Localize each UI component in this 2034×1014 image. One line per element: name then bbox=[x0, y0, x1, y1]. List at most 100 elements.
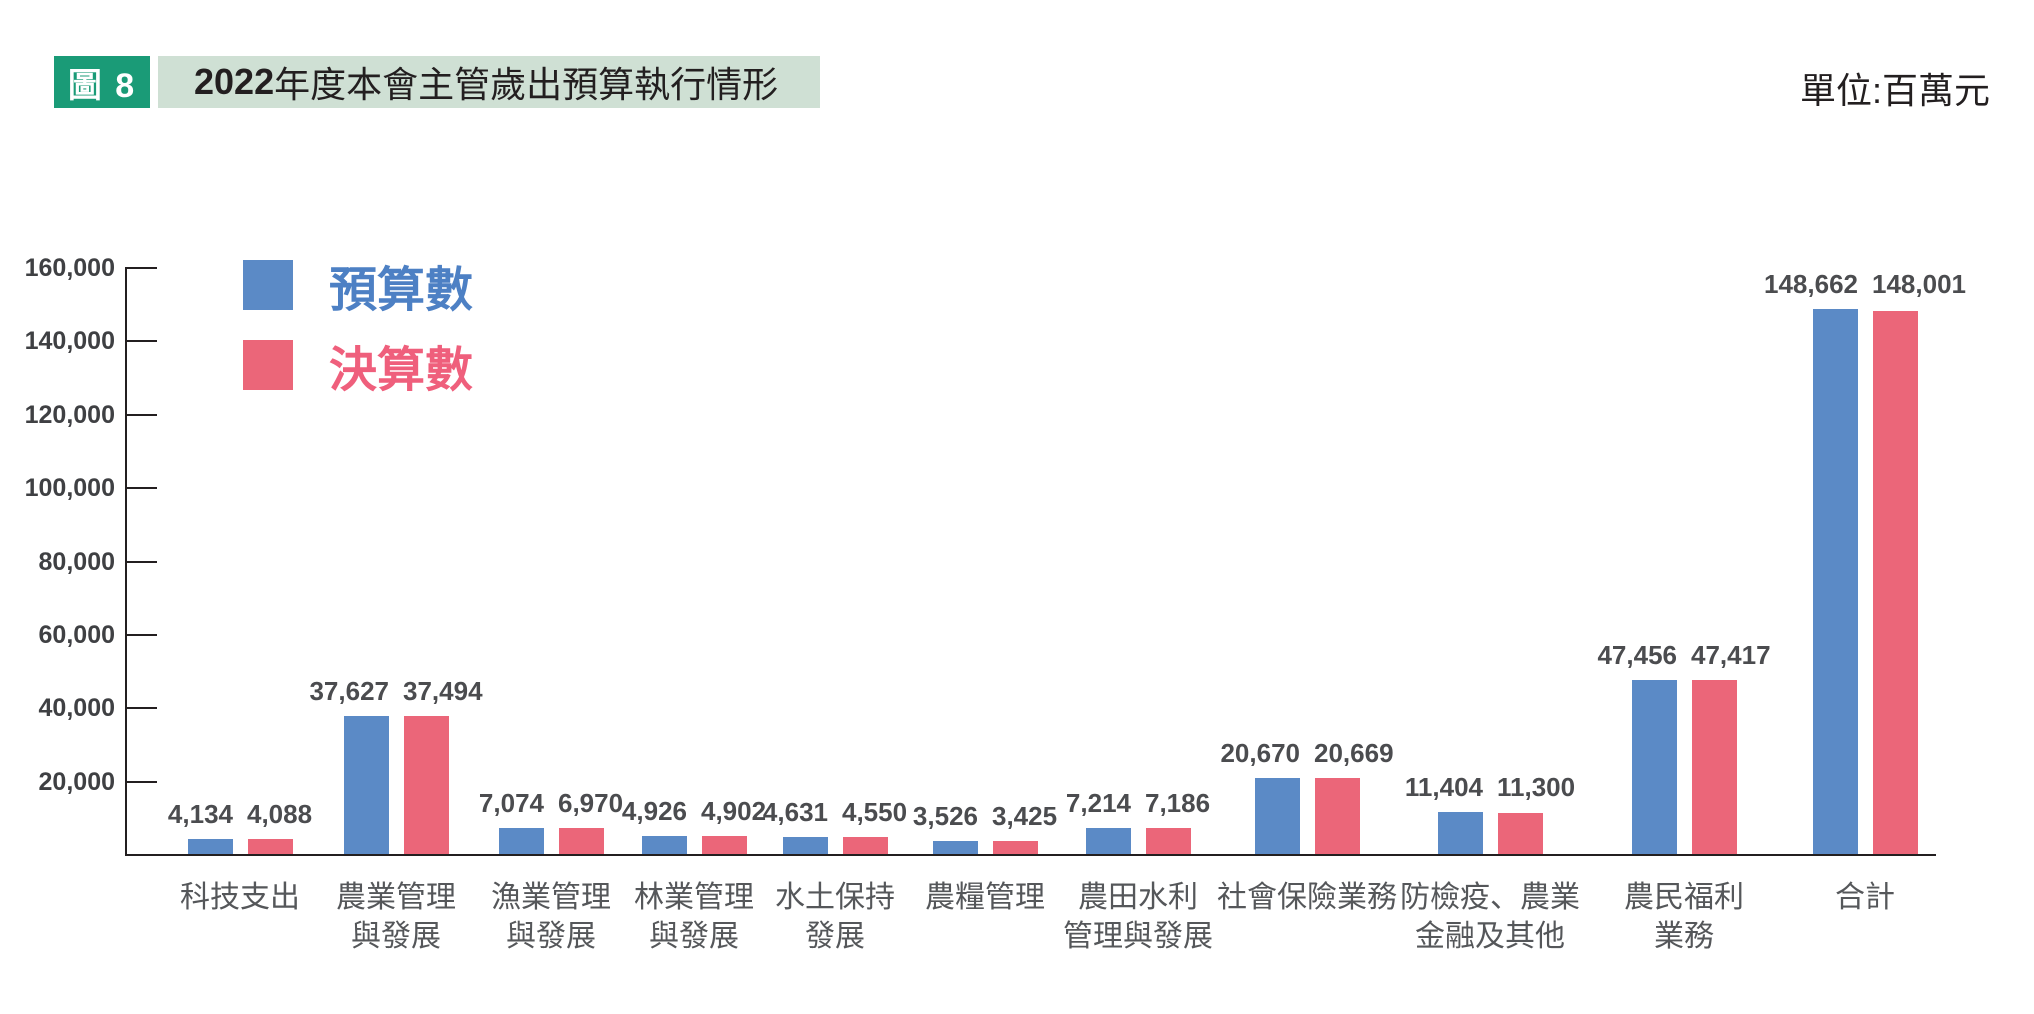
category-label-line: 林業管理 bbox=[634, 881, 754, 914]
budget-bar bbox=[782, 837, 828, 854]
category-label-line: 管理與發展 bbox=[1063, 920, 1213, 953]
final-bar bbox=[1691, 680, 1737, 854]
value-label-pair: 4,134 4,088 bbox=[168, 799, 312, 830]
final-bar bbox=[1145, 827, 1191, 854]
budget-bar bbox=[1254, 778, 1300, 854]
unit-label: 單位:百萬元 bbox=[1799, 70, 1990, 111]
figure-badge-label: 圖 8 bbox=[67, 66, 137, 105]
budget-color-swatch bbox=[243, 260, 293, 310]
y-tick-label: 80,000 bbox=[38, 547, 115, 576]
final-value-label: 4,550 bbox=[842, 797, 908, 827]
value-label-pair: 37,627 37,494 bbox=[309, 676, 482, 707]
final-value-label: 37,494 bbox=[403, 675, 483, 706]
final-value-label: 4,088 bbox=[247, 798, 313, 829]
budget-bar bbox=[343, 715, 389, 854]
final-bar bbox=[558, 828, 604, 854]
final-value-label: 20,669 bbox=[1314, 738, 1394, 769]
category-label: 社會保險業務 bbox=[1217, 878, 1397, 917]
budget-bar bbox=[1812, 308, 1858, 854]
category-label-line: 防檢疫、農業 bbox=[1400, 881, 1580, 914]
final-value-label: 6,970 bbox=[558, 788, 624, 819]
category-label: 農業管理 與發展 bbox=[336, 878, 456, 956]
final-value-label: 148,001 bbox=[1872, 268, 1966, 299]
figure-number-badge: 圖 8 bbox=[54, 56, 150, 108]
final-bar bbox=[403, 716, 449, 854]
category-label: 農田水利 管理與發展 bbox=[1063, 878, 1213, 956]
y-tick-label: 140,000 bbox=[24, 327, 115, 356]
legend-item-final: 決算數 bbox=[243, 338, 473, 397]
budget-bar bbox=[187, 838, 233, 854]
title-text: 年度本會主管歲出預算執行情形 bbox=[274, 64, 779, 105]
budget-value-label: 4,631 bbox=[762, 797, 828, 827]
budget-value-label: 4,134 bbox=[167, 798, 233, 829]
final-bar bbox=[842, 837, 888, 854]
budget-value-label: 3,526 bbox=[912, 801, 978, 832]
value-label-pair: 20,670 20,669 bbox=[1220, 738, 1393, 769]
final-bar bbox=[992, 841, 1038, 854]
category-label-line: 與發展 bbox=[351, 920, 441, 953]
category-label: 農民福利 業務 bbox=[1624, 878, 1744, 956]
y-tick bbox=[125, 560, 157, 563]
budget-bar bbox=[932, 841, 978, 854]
category-label: 合計 bbox=[1835, 878, 1895, 917]
category-label-line: 農田水利 bbox=[1078, 881, 1198, 914]
final-color-swatch bbox=[243, 340, 293, 390]
budget-bar bbox=[1085, 827, 1131, 854]
category-label-line: 農民福利 bbox=[1624, 881, 1744, 914]
value-label-pair: 4,926 4,902 bbox=[622, 796, 766, 827]
y-tick bbox=[125, 487, 157, 490]
category-label: 科技支出 bbox=[180, 878, 300, 917]
final-bar bbox=[1497, 812, 1543, 854]
value-label-pair: 4,631 4,550 bbox=[763, 797, 907, 828]
budget-value-label: 148,662 bbox=[1764, 268, 1858, 299]
y-tick bbox=[125, 633, 157, 636]
category-label-line: 科技支出 bbox=[180, 881, 300, 914]
budget-value-label: 7,214 bbox=[1065, 787, 1131, 818]
budget-value-label: 7,074 bbox=[478, 788, 544, 819]
budget-bar bbox=[1631, 679, 1677, 854]
legend-final-label: 決算數 bbox=[329, 344, 474, 397]
y-tick-label: 40,000 bbox=[38, 694, 115, 723]
category-label-line: 社會保險業務 bbox=[1217, 881, 1397, 914]
category-label-line: 與發展 bbox=[506, 920, 596, 953]
y-tick bbox=[125, 707, 157, 710]
y-tick bbox=[125, 780, 157, 783]
final-bar bbox=[247, 839, 293, 854]
category-label-line: 水土保持 bbox=[775, 881, 895, 914]
value-label-pair: 7,074 6,970 bbox=[479, 788, 623, 819]
category-label-line: 農糧管理 bbox=[925, 881, 1045, 914]
category-label-line: 與發展 bbox=[649, 920, 739, 953]
final-bar bbox=[1872, 311, 1918, 854]
budget-bar bbox=[498, 828, 544, 854]
final-value-label: 47,417 bbox=[1691, 639, 1771, 670]
final-value-label: 3,425 bbox=[992, 801, 1058, 832]
y-tick-label: 20,000 bbox=[38, 767, 115, 796]
category-label-line: 業務 bbox=[1654, 920, 1714, 953]
legend-item-budget: 預算數 bbox=[243, 258, 473, 317]
category-label: 防檢疫、農業 金融及其他 bbox=[1400, 878, 1580, 956]
category-label-line: 金融及其他 bbox=[1415, 920, 1565, 953]
y-tick bbox=[125, 413, 157, 416]
budget-value-label: 20,670 bbox=[1220, 738, 1300, 769]
chart-legend: 預算數 決算數 bbox=[243, 258, 473, 418]
category-label: 水土保持 發展 bbox=[775, 878, 895, 956]
category-label-line: 漁業管理 bbox=[491, 881, 611, 914]
value-label-pair: 47,456 47,417 bbox=[1597, 640, 1770, 671]
budget-bar bbox=[641, 835, 687, 854]
category-label: 林業管理 與發展 bbox=[634, 878, 754, 956]
budget-value-label: 4,926 bbox=[621, 795, 687, 826]
value-label-pair: 3,526 3,425 bbox=[913, 801, 1057, 832]
category-label-line: 農業管理 bbox=[336, 881, 456, 914]
y-tick-label: 160,000 bbox=[24, 254, 115, 282]
final-value-label: 11,300 bbox=[1497, 772, 1576, 803]
final-value-label: 4,902 bbox=[701, 795, 767, 826]
legend-budget-label: 預算數 bbox=[329, 264, 474, 317]
value-label-pair: 11,404 11,300 bbox=[1405, 772, 1575, 803]
category-label: 農糧管理 bbox=[925, 878, 1045, 917]
category-label-line: 發展 bbox=[805, 920, 865, 953]
y-tick bbox=[125, 267, 157, 269]
final-bar bbox=[701, 836, 747, 854]
budget-value-label: 11,404 bbox=[1404, 772, 1483, 803]
y-tick bbox=[125, 340, 157, 343]
